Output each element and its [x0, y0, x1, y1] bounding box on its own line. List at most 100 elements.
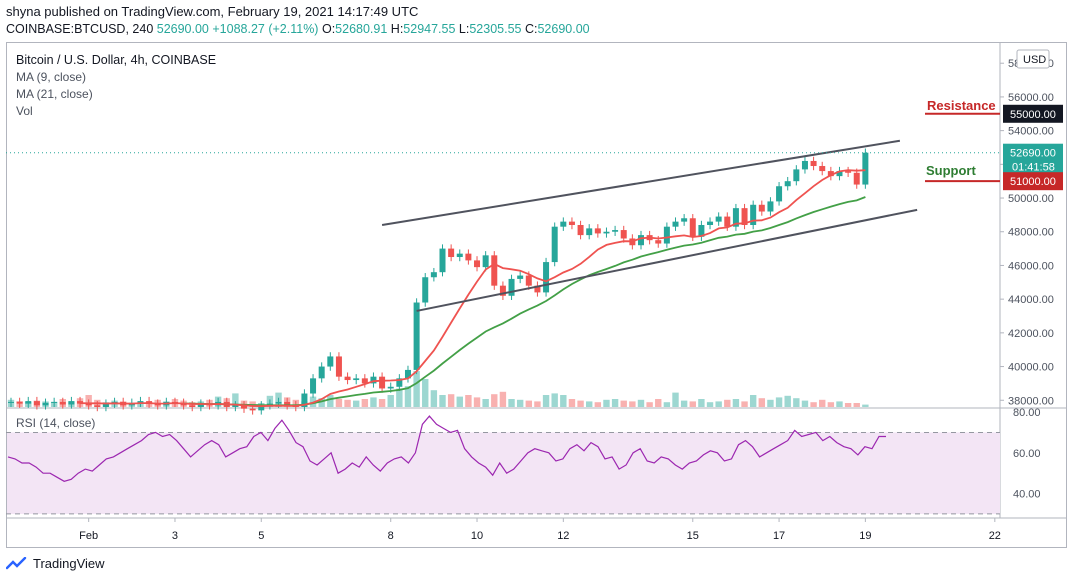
candle-body — [525, 275, 532, 286]
candle-body — [543, 262, 550, 293]
volume-bar — [551, 393, 558, 407]
high-value: 52947.55 — [403, 22, 456, 36]
candle-body — [758, 204, 765, 212]
volume-bar — [853, 403, 860, 407]
candle-body — [698, 225, 705, 237]
last-price-text: 52690.00 — [1010, 148, 1056, 160]
volume-bar — [516, 399, 524, 407]
volume-bar — [491, 394, 498, 407]
volume-bar — [413, 371, 420, 407]
candle-body — [845, 171, 852, 173]
symbol-label: COINBASE:BTCUSD, 240 — [6, 22, 154, 36]
volume-bar — [672, 392, 679, 407]
volume-bar — [819, 399, 826, 407]
candle-body — [59, 401, 66, 405]
volume-bar — [327, 395, 334, 407]
volume-bar — [862, 404, 869, 407]
legend-ma21[interactable]: MA (21, close) — [16, 87, 93, 101]
legend-ma9[interactable]: MA (9, close) — [16, 70, 87, 84]
candle-body — [396, 378, 403, 387]
candle-body — [741, 208, 748, 225]
volume-bar — [577, 400, 584, 407]
currency-button — [1016, 49, 1050, 69]
time-tick-label: 22 — [989, 530, 1001, 542]
tradingview-logo[interactable]: TradingView — [5, 556, 105, 571]
chart-title: Bitcoin / U.S. Dollar, 4h, COINBASE — [16, 53, 217, 67]
open-label: O: — [321, 22, 336, 36]
ma9-line — [79, 169, 866, 408]
support-label: Support — [926, 163, 976, 178]
candle-body — [594, 228, 601, 234]
candle-body — [681, 218, 688, 222]
candle-body — [603, 231, 610, 234]
rsi-tick-label: 40.00 — [1013, 489, 1041, 501]
ohlc-line: COINBASE:BTCUSD, 240 52690.00 +1088.27 (… — [6, 22, 590, 36]
volume-bar — [611, 399, 619, 407]
candle-body — [715, 216, 722, 222]
channel-upper-line — [381, 139, 901, 226]
volume-bar — [456, 396, 463, 407]
volume-bar — [715, 401, 722, 407]
candle-body — [491, 255, 498, 286]
resistance-price-text: 55000.00 — [1010, 109, 1056, 121]
candle-body — [439, 248, 446, 273]
candle-body — [241, 405, 248, 409]
candle-body — [577, 225, 584, 236]
change-value: +1088.27 (+2.11%) — [212, 22, 319, 36]
legend-vol[interactable]: Vol — [16, 104, 33, 118]
volume-bar — [758, 398, 766, 407]
chart-frame[interactable] — [6, 42, 1067, 548]
volume-bar — [525, 400, 532, 407]
low-label: L: — [458, 22, 470, 36]
candle-body — [534, 285, 541, 293]
candle-body — [732, 208, 739, 227]
candle-body — [637, 235, 644, 246]
time-tick-label: 8 — [388, 530, 394, 542]
volume-bar — [810, 402, 817, 407]
candle-body — [465, 253, 472, 261]
candle-body — [232, 405, 239, 407]
volume-bar — [404, 386, 412, 407]
volume-bar — [655, 399, 662, 407]
volume-bar — [473, 397, 481, 407]
high-label: H: — [390, 22, 404, 36]
candle-body — [310, 378, 317, 394]
candle-body — [189, 405, 196, 407]
volume-bar — [430, 390, 438, 407]
volume-bar — [732, 399, 740, 407]
volume-bar — [335, 399, 343, 407]
candle-body — [620, 230, 627, 239]
candle-body — [275, 401, 282, 404]
candle-body — [85, 403, 92, 406]
volume-bar — [534, 401, 541, 407]
candle-body — [249, 408, 256, 411]
candle-body — [724, 216, 731, 227]
candle-body — [482, 255, 489, 268]
volume-bar — [439, 395, 446, 407]
candle-body — [94, 405, 101, 407]
price-tick-label: 50000.00 — [1008, 193, 1054, 205]
low-value: 52305.55 — [469, 22, 522, 36]
rsi-line — [7, 415, 886, 482]
candle-body — [517, 275, 524, 279]
legend-rsi[interactable]: RSI (14, close) — [16, 416, 96, 430]
candle-body — [33, 401, 40, 406]
volume-bar — [508, 399, 515, 407]
candle-body — [8, 401, 14, 403]
publish-line: shyna published on TradingView.com, Febr… — [6, 4, 419, 19]
currency-button-label: USD — [1023, 54, 1046, 66]
support-price-box — [1003, 172, 1063, 191]
time-tick-label: 12 — [557, 530, 569, 542]
ma21-line — [183, 196, 866, 407]
price-tick-label: 38000.00 — [1008, 395, 1054, 407]
time-tick-label: 19 — [859, 530, 871, 542]
price-tick-label: 54000.00 — [1008, 126, 1054, 138]
candle-body — [551, 226, 558, 263]
candle-body — [568, 221, 575, 225]
price-tick-label: 48000.00 — [1008, 227, 1054, 239]
countdown-text: 01:41:58 — [1012, 162, 1055, 174]
candle-body — [810, 160, 817, 167]
candle-body — [16, 401, 23, 404]
volume-bar — [646, 402, 653, 407]
